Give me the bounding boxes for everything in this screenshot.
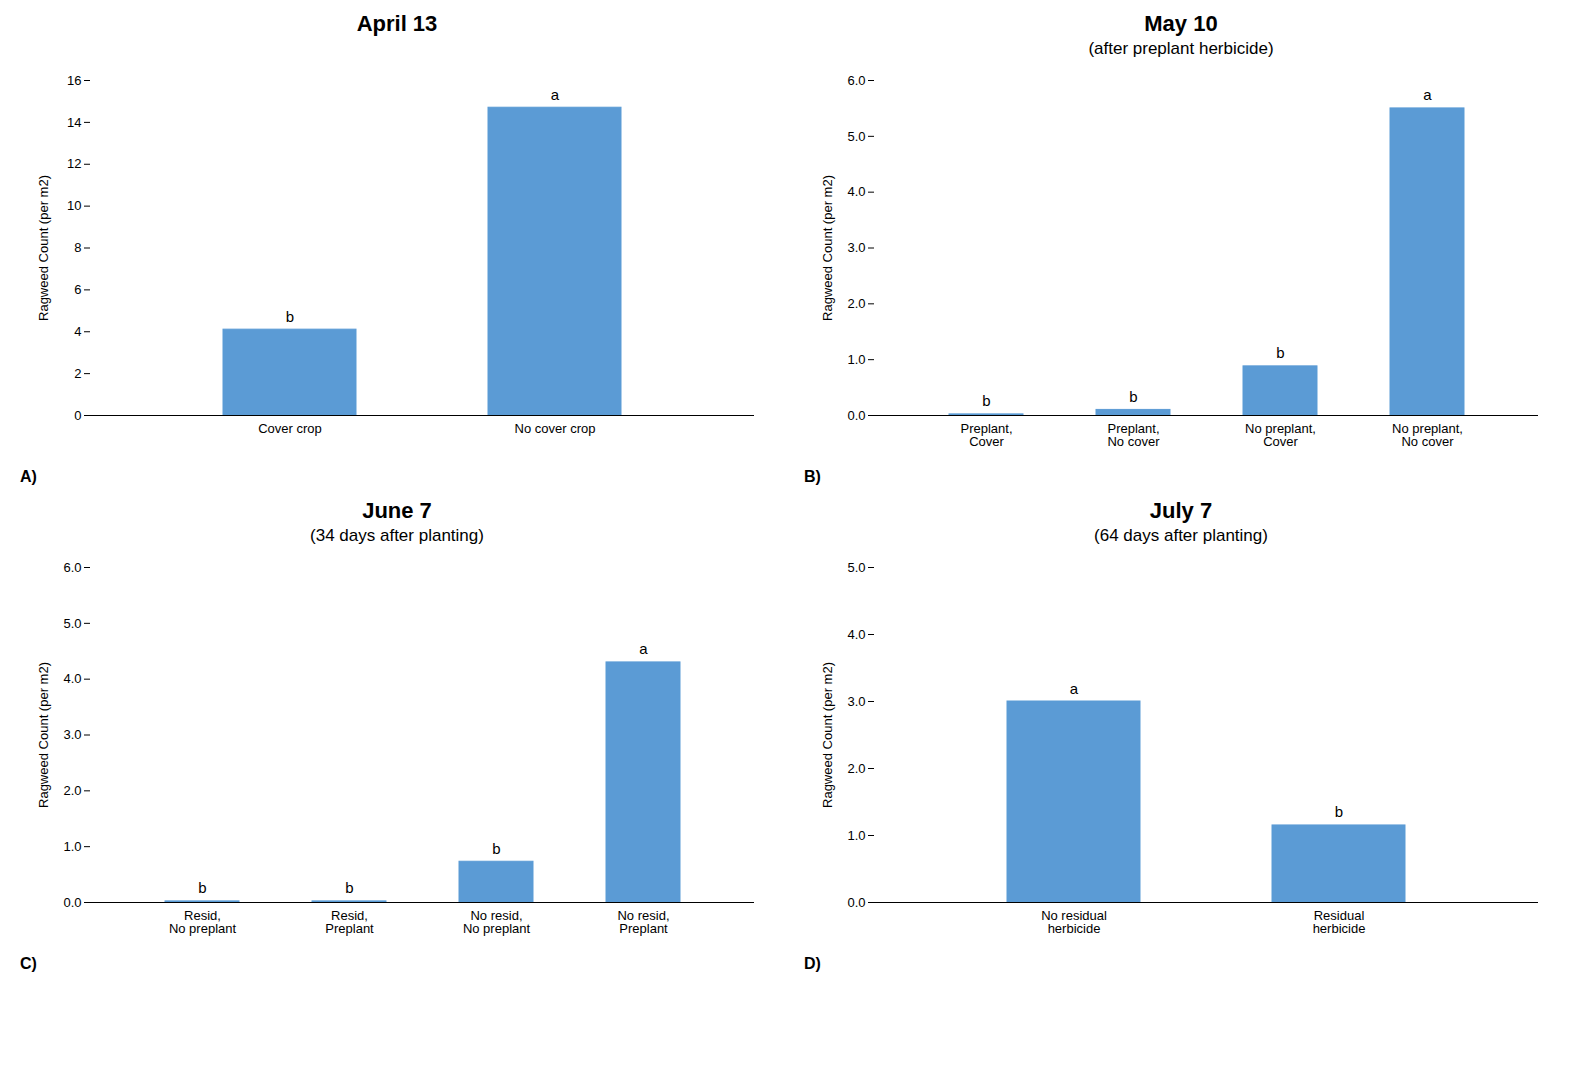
svg-text:3.0: 3.0 (63, 727, 81, 742)
svg-text:0: 0 (74, 408, 81, 423)
svg-text:6.0: 6.0 (63, 560, 81, 575)
svg-text:Ragweed Count (per m2): Ragweed Count (per m2) (36, 662, 51, 808)
svg-text:b: b (345, 879, 353, 896)
svg-text:5.0: 5.0 (847, 560, 865, 575)
html-text:A): A) (20, 468, 37, 485)
svg-text:No cover crop: No cover crop (515, 421, 596, 436)
svg-text:Preplant,Cover: Preplant,Cover (960, 421, 1012, 449)
html-text:C): C) (20, 955, 37, 972)
svg-text:2.0: 2.0 (63, 783, 81, 798)
svg-text:8: 8 (74, 240, 81, 255)
svg-text:Preplant,No cover: Preplant,No cover (1107, 421, 1160, 449)
svg-text:b: b (1276, 344, 1284, 361)
svg-text:4.0: 4.0 (847, 184, 865, 199)
svg-text:b: b (198, 879, 206, 896)
svg-text:b: b (492, 840, 500, 857)
svg-text:2.0: 2.0 (847, 761, 865, 776)
svg-text:b: b (1335, 803, 1343, 820)
svg-text:0.0: 0.0 (847, 895, 865, 910)
svg-text:2.0: 2.0 (847, 296, 865, 311)
html-text:(after preplant herbicide): (after preplant herbicide) (1088, 39, 1274, 58)
svg-text:1.0: 1.0 (847, 352, 865, 367)
svg-text:6: 6 (74, 282, 81, 297)
svg-text:No resid,No preplant: No resid,No preplant (463, 908, 531, 936)
html-text:(34 days after planting): (34 days after planting) (310, 526, 484, 545)
svg-text:14: 14 (67, 115, 81, 130)
svg-text:No residualherbicide: No residualherbicide (1041, 908, 1107, 936)
svg-text:a: a (551, 86, 560, 103)
svg-text:1.0: 1.0 (63, 839, 81, 854)
svg-text:b: b (286, 308, 294, 325)
svg-text:b: b (982, 392, 990, 409)
svg-text:10: 10 (67, 198, 81, 213)
svg-text:2: 2 (74, 366, 81, 381)
svg-text:Ragweed Count (per m2): Ragweed Count (per m2) (36, 175, 51, 321)
svg-text:Resid,No preplant: Resid,No preplant (169, 908, 237, 936)
svg-text:No resid,Preplant: No resid,Preplant (617, 908, 669, 936)
svg-text:0.0: 0.0 (63, 895, 81, 910)
svg-text:a: a (639, 640, 648, 657)
svg-text:0.0: 0.0 (847, 408, 865, 423)
svg-text:3.0: 3.0 (847, 240, 865, 255)
html-text:April 13: April 13 (356, 11, 438, 36)
svg-text:No preplant,Cover: No preplant,Cover (1245, 421, 1316, 449)
svg-text:a: a (1070, 680, 1079, 697)
svg-text:a: a (1423, 86, 1432, 103)
html-text:B): B) (804, 468, 821, 485)
svg-text:Resid,Preplant: Resid,Preplant (325, 908, 374, 936)
svg-text:4.0: 4.0 (63, 671, 81, 686)
svg-text:3.0: 3.0 (847, 694, 865, 709)
svg-text:Ragweed Count (per m2): Ragweed Count (per m2) (820, 175, 835, 321)
svg-text:1.0: 1.0 (847, 828, 865, 843)
svg-text:Residualherbicide: Residualherbicide (1313, 908, 1366, 936)
svg-text:16: 16 (67, 73, 81, 88)
svg-text:5.0: 5.0 (63, 615, 81, 630)
svg-text:6.0: 6.0 (847, 73, 865, 88)
html-text:July 7: July 7 (1149, 498, 1213, 523)
html-text:(64 days after planting): (64 days after planting) (1094, 526, 1268, 545)
svg-text:12: 12 (67, 156, 81, 171)
html-text:June 7: June 7 (362, 498, 432, 523)
svg-text:Cover crop: Cover crop (258, 421, 322, 436)
svg-text:4: 4 (74, 324, 81, 339)
html-text:May 10: May 10 (1144, 11, 1218, 36)
svg-text:No preplant,No cover: No preplant,No cover (1392, 421, 1463, 449)
svg-text:4.0: 4.0 (847, 627, 865, 642)
svg-text:b: b (1129, 388, 1137, 405)
html-text:D): D) (804, 955, 821, 972)
svg-text:Ragweed Count (per m2): Ragweed Count (per m2) (820, 662, 835, 808)
svg-text:5.0: 5.0 (847, 128, 865, 143)
